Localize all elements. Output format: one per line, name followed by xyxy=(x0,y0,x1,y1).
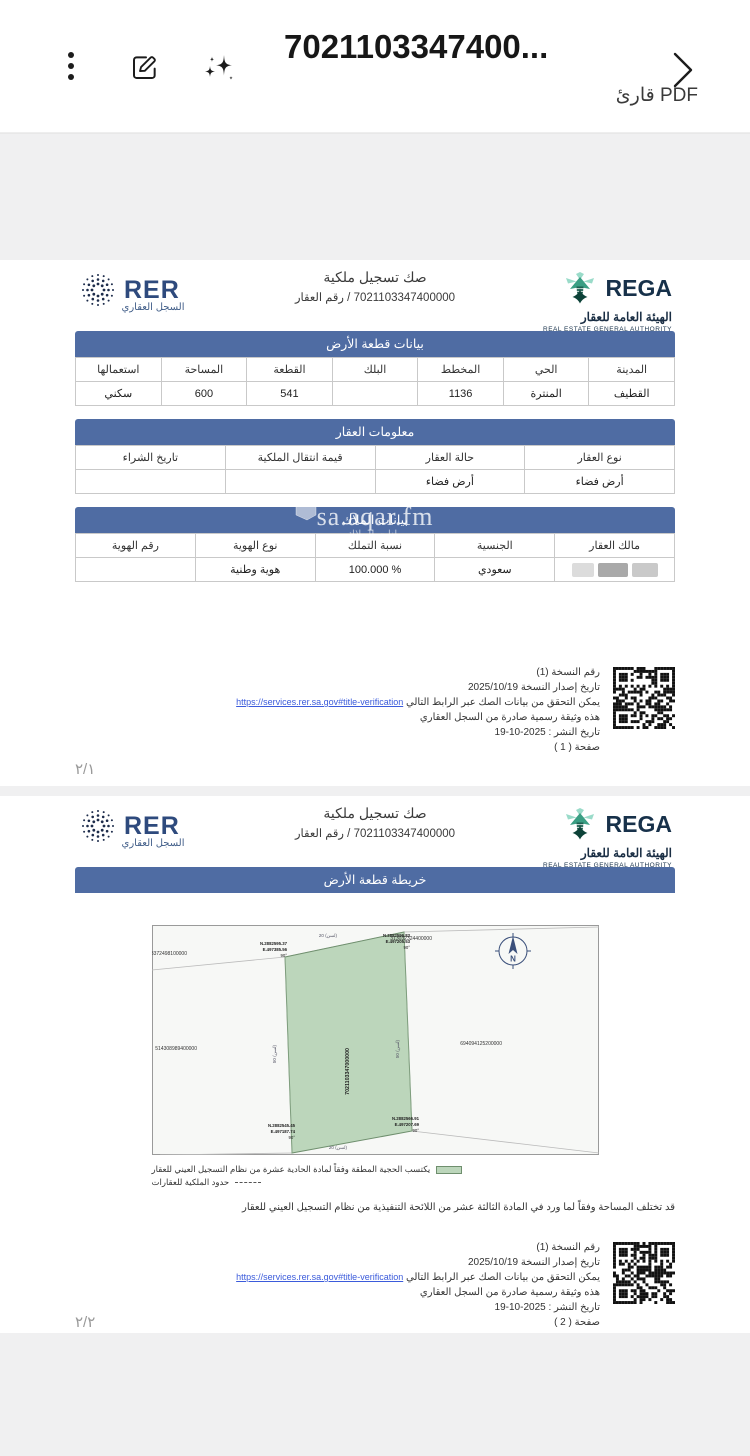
svg-text:90°: 90° xyxy=(288,1135,295,1140)
svg-text:N: N xyxy=(510,955,516,964)
svg-text:E.497207.69: E.497207.69 xyxy=(394,1122,419,1127)
svg-text:N.2882595.37: N.2882595.37 xyxy=(260,941,288,946)
svg-text:N.2882596.83: N.2882596.83 xyxy=(383,933,411,938)
svg-text:213372498100000: 213372498100000 xyxy=(152,951,187,957)
svg-text:E.497385.56: E.497385.56 xyxy=(262,947,287,952)
svg-text:N.2882566.91: N.2882566.91 xyxy=(392,1116,420,1121)
svg-text:N.2882545.45: N.2882545.45 xyxy=(268,1123,296,1128)
svg-text:694094125200000: 694094125200000 xyxy=(460,1041,502,1047)
svg-text:E.497205.53: E.497205.53 xyxy=(385,939,410,944)
svg-text:90°: 90° xyxy=(280,953,287,958)
svg-text:90°: 90° xyxy=(403,945,410,950)
svg-text:90°: 90° xyxy=(412,1128,419,1133)
svg-text:514308989400000: 514308989400000 xyxy=(155,1046,197,1052)
svg-text:7021103347000000: 7021103347000000 xyxy=(345,1048,351,1095)
svg-text:E.497187.74: E.497187.74 xyxy=(270,1129,295,1134)
